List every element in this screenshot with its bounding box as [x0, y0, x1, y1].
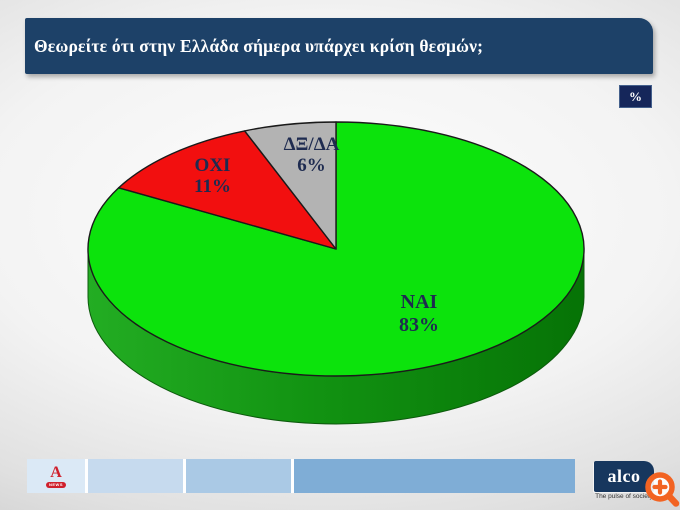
pie-slice-ΔΞ/ΔΑ	[244, 121, 337, 250]
alpha-news-badge: NEWS	[46, 481, 66, 488]
question-title: Θεωρείτε ότι στην Ελλάδα σήμερα υπάρχει …	[34, 35, 484, 56]
pie-label-oxi: ΟΧΙ 11%	[165, 155, 260, 197]
pie-label-dxda-value: 6%	[297, 155, 326, 176]
question-title-bar: Θεωρείτε ότι στην Ελλάδα σήμερα υπάρχει …	[25, 18, 653, 74]
pie-label-nai: ΝΑΙ 83%	[369, 291, 469, 337]
alpha-news-logo: A NEWS	[46, 463, 66, 488]
pie-label-oxi-name: ΟΧΙ	[194, 155, 231, 176]
pie-label-oxi-value: 11%	[194, 176, 231, 197]
alco-tagline: The pulse of society	[595, 493, 653, 500]
zoom-magnifier-icon[interactable]	[640, 467, 680, 510]
footer: A NEWS	[27, 459, 575, 493]
pie-label-dxda-name: ΔΞ/ΔΑ	[283, 134, 340, 155]
footer-bar-medium	[186, 459, 291, 493]
alco-logo-text: alco	[607, 466, 641, 486]
alpha-news-letter: A	[50, 463, 62, 481]
pie-label-dxda: ΔΞ/ΔΑ 6%	[264, 134, 359, 176]
alco-logo: alco	[594, 461, 654, 492]
footer-alpha-news-box: A NEWS	[27, 459, 85, 493]
pie-label-nai-name: ΝΑΙ	[400, 291, 438, 313]
pie-label-nai-value: 83%	[399, 314, 439, 336]
percent-unit-badge: %	[619, 85, 652, 108]
footer-bar-dark	[294, 459, 575, 493]
footer-bar-light	[88, 459, 183, 493]
pie-slice-ΟΧΙ	[118, 130, 337, 250]
